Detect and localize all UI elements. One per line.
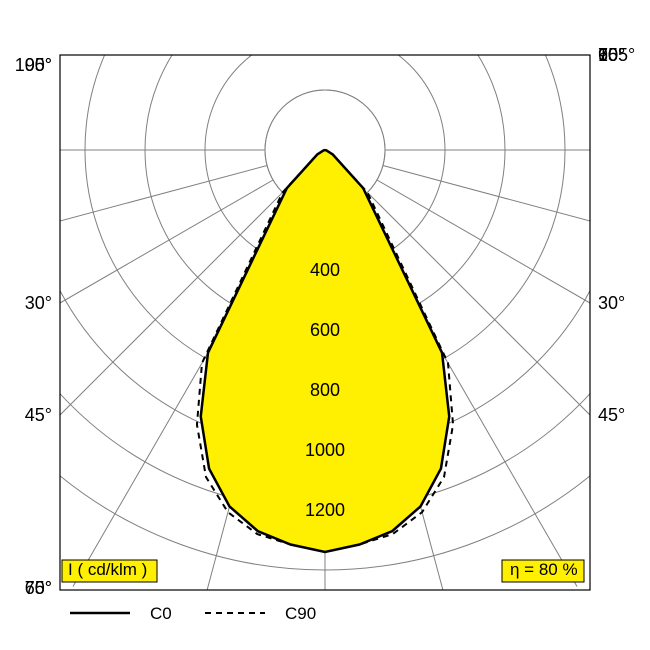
legend-c0-label: C0 — [150, 604, 172, 623]
radial-label: 400 — [310, 260, 340, 280]
angle-label-right: 45° — [598, 405, 625, 425]
efficiency-label: η = 80 % — [510, 560, 578, 579]
angle-label-left: 30° — [25, 293, 52, 313]
radial-label: 800 — [310, 380, 340, 400]
radial-label: 1000 — [305, 440, 345, 460]
angle-label-left: 105° — [15, 55, 52, 75]
legend-c90-label: C90 — [285, 604, 316, 623]
intensity-fill — [201, 150, 450, 552]
radial-label: 1200 — [305, 500, 345, 520]
angle-label-right: 105° — [598, 45, 635, 65]
radial-label: 600 — [310, 320, 340, 340]
angle-label-left: 75° — [25, 578, 52, 598]
angle-label-left: 45° — [25, 405, 52, 425]
units-label: I ( cd/klm ) — [68, 560, 147, 579]
angle-label-right: 30° — [598, 293, 625, 313]
polar-photometric-chart: 4006008001000120030°30°45°45°60°60°75°75… — [0, 0, 650, 650]
